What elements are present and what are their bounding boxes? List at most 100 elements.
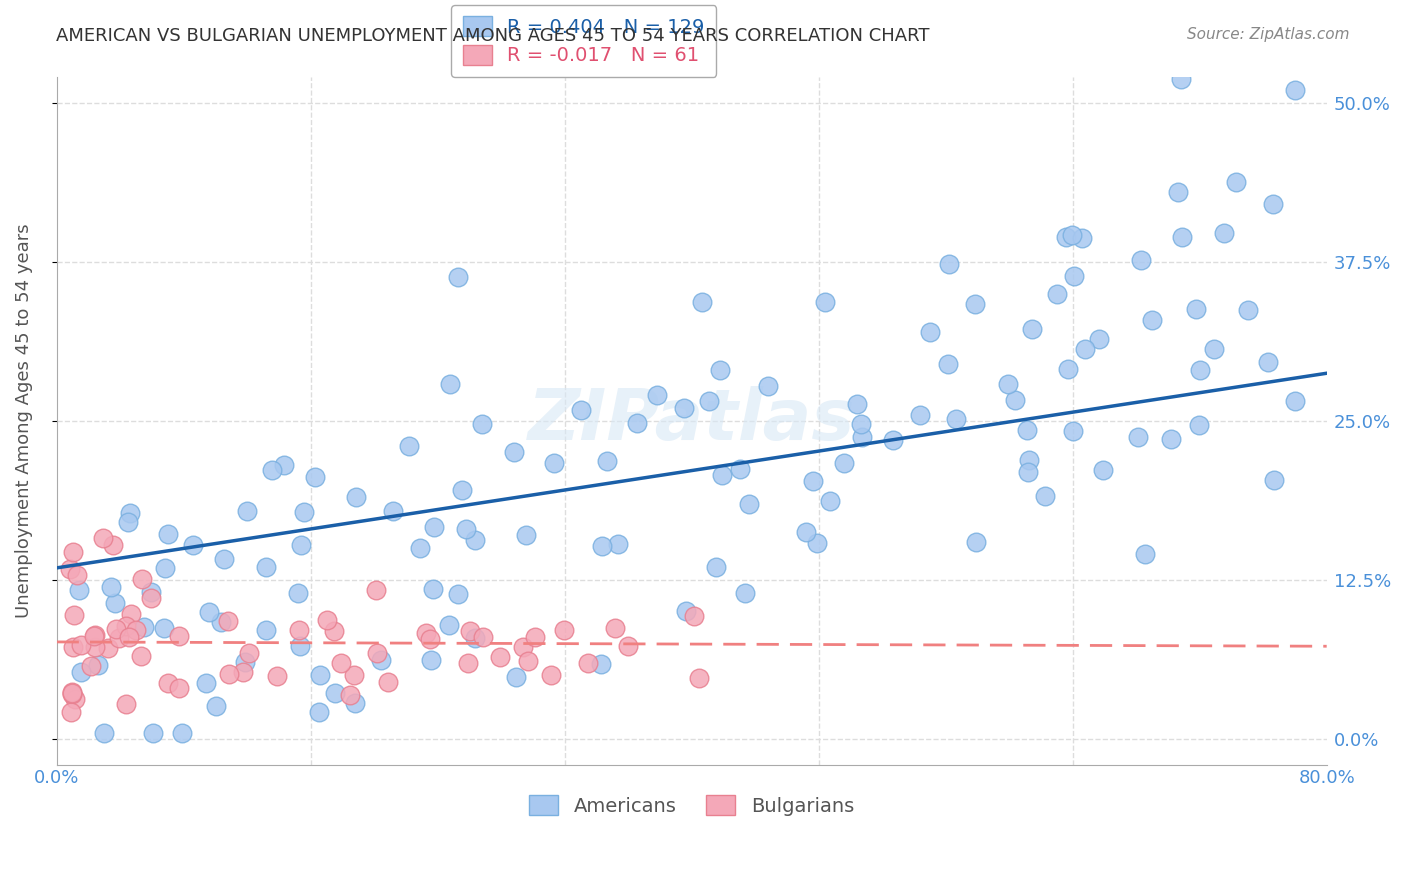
Point	[343, 668, 366, 682]
Point	[101, 538, 124, 552]
Point	[1263, 196, 1285, 211]
Point	[488, 650, 510, 665]
Point	[84, 640, 107, 654]
Point	[945, 412, 967, 426]
Point	[217, 615, 239, 629]
Point	[464, 631, 486, 645]
Point	[457, 656, 479, 670]
Y-axis label: Unemployment Among Ages 45 to 54 years: Unemployment Among Ages 45 to 54 years	[15, 224, 32, 618]
Point	[543, 456, 565, 470]
Point	[262, 463, 284, 477]
Point	[273, 458, 295, 473]
Point	[756, 379, 779, 393]
Point	[517, 653, 540, 667]
Point	[591, 657, 613, 672]
Point	[1021, 321, 1043, 335]
Point	[1092, 463, 1115, 477]
Point	[675, 604, 697, 618]
Text: ZIPatlas: ZIPatlas	[529, 386, 855, 456]
Point	[167, 629, 190, 643]
Point	[1160, 432, 1182, 446]
Point	[1128, 430, 1150, 444]
Point	[1017, 465, 1039, 479]
Point	[1170, 72, 1192, 87]
Point	[505, 670, 527, 684]
Point	[254, 623, 277, 637]
Point	[1130, 253, 1153, 268]
Point	[1140, 313, 1163, 327]
Point	[415, 625, 437, 640]
Point	[965, 535, 987, 549]
Point	[287, 585, 309, 599]
Point	[1185, 302, 1208, 317]
Point	[344, 490, 367, 504]
Point	[682, 608, 704, 623]
Point	[170, 725, 193, 739]
Point	[212, 552, 235, 566]
Point	[471, 417, 494, 432]
Point	[1062, 227, 1084, 242]
Point	[849, 417, 872, 432]
Point	[997, 377, 1019, 392]
Point	[330, 657, 353, 671]
Point	[93, 725, 115, 739]
Point	[706, 560, 728, 574]
Point	[569, 403, 592, 417]
Point	[381, 504, 404, 518]
Point	[456, 522, 478, 536]
Point	[80, 659, 103, 673]
Point	[60, 687, 83, 701]
Point	[83, 629, 105, 643]
Point	[845, 397, 868, 411]
Point	[59, 705, 82, 719]
Point	[288, 640, 311, 654]
Point	[834, 456, 856, 470]
Point	[115, 697, 138, 711]
Text: AMERICAN VS BULGARIAN UNEMPLOYMENT AMONG AGES 45 TO 54 YEARS CORRELATION CHART: AMERICAN VS BULGARIAN UNEMPLOYMENT AMONG…	[56, 27, 929, 45]
Point	[1171, 229, 1194, 244]
Point	[118, 506, 141, 520]
Point	[325, 686, 347, 700]
Point	[233, 655, 256, 669]
Point	[1133, 547, 1156, 561]
Point	[688, 672, 710, 686]
Point	[63, 607, 86, 622]
Point	[447, 587, 470, 601]
Point	[711, 467, 734, 482]
Point	[205, 699, 228, 714]
Point	[232, 665, 254, 679]
Point	[118, 631, 141, 645]
Point	[366, 582, 388, 597]
Point	[938, 257, 960, 271]
Point	[540, 668, 562, 682]
Point	[156, 675, 179, 690]
Point	[156, 526, 179, 541]
Point	[409, 541, 432, 556]
Point	[134, 620, 156, 634]
Point	[446, 269, 468, 284]
Point	[1236, 302, 1258, 317]
Point	[1063, 268, 1085, 283]
Point	[1074, 343, 1097, 357]
Point	[1257, 354, 1279, 368]
Point	[1062, 425, 1084, 439]
Point	[1033, 488, 1056, 502]
Point	[1212, 226, 1234, 240]
Point	[236, 504, 259, 518]
Point	[153, 621, 176, 635]
Point	[304, 469, 326, 483]
Point	[131, 573, 153, 587]
Point	[366, 646, 388, 660]
Point	[1018, 452, 1040, 467]
Point	[195, 675, 218, 690]
Point	[1046, 286, 1069, 301]
Point	[104, 596, 127, 610]
Point	[1188, 363, 1211, 377]
Point	[142, 725, 165, 739]
Point	[288, 623, 311, 637]
Point	[323, 624, 346, 638]
Point	[114, 619, 136, 633]
Point	[806, 536, 828, 550]
Point	[734, 585, 756, 599]
Point	[308, 705, 330, 719]
